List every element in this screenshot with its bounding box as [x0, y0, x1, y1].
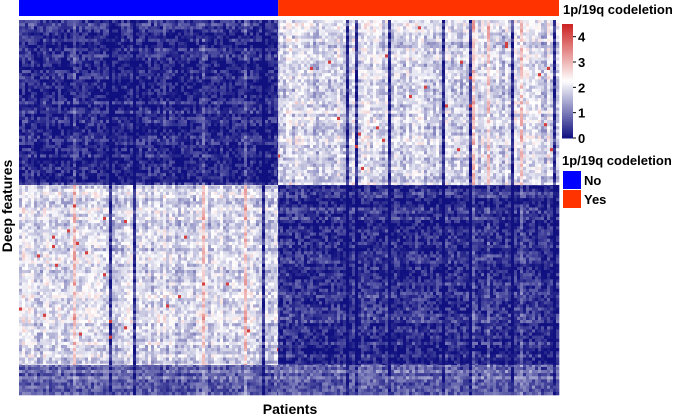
legend: No Yes — [563, 171, 606, 208]
legend-title: 1p/19q codeletion — [562, 153, 672, 168]
legend-label-yes: Yes — [584, 192, 606, 207]
color-scale-tick-label: 2 — [578, 80, 585, 95]
heatmap-block-yes-1 — [278, 20, 559, 185]
color-scale: 0 1 2 3 4 — [562, 24, 586, 146]
annotation-segment-no — [19, 0, 278, 16]
color-scale-tick-label: 0 — [578, 131, 585, 146]
heatmap-block-yes-3 — [278, 185, 559, 365]
legend-swatch-no — [563, 171, 581, 189]
heatmap-block-yes-5 — [278, 365, 559, 395]
heatmap-block-no-2 — [19, 185, 279, 365]
heatmap-block-no-0 — [19, 20, 279, 185]
heatmap-block-no-4 — [19, 365, 279, 395]
heatmap-body — [19, 20, 559, 395]
annotation-bar-label: 1p/19q codeletion — [563, 2, 673, 17]
color-scale-tick-label: 1 — [578, 106, 585, 121]
x-axis-label: Patients — [263, 401, 318, 416]
legend-label-no: No — [584, 173, 601, 188]
color-scale-tick-label: 4 — [578, 30, 586, 45]
y-axis-label: Deep features — [0, 159, 15, 252]
annotation-bar — [19, 0, 559, 16]
annotation-segment-yes — [278, 0, 559, 16]
legend-swatch-yes — [563, 190, 581, 208]
color-scale-tick-label: 3 — [578, 55, 585, 70]
